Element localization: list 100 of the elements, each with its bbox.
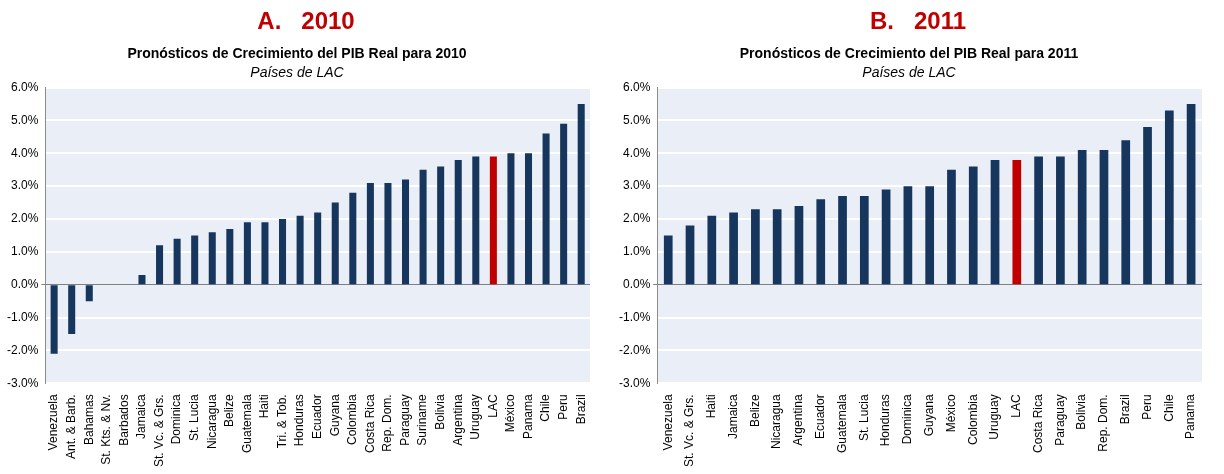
x-tick-label: Ecuador	[813, 394, 828, 440]
x-tick-label: St. Lucia	[856, 394, 871, 442]
x-tick-label: St. Kts. & Nv.	[99, 394, 114, 465]
x-tick-label: Suriname	[415, 394, 430, 446]
x-tick-label: Jamaica	[134, 394, 149, 440]
x-tick-label: Belize	[222, 394, 237, 428]
x-tick-label: Dominica	[169, 393, 184, 445]
y-tick-label: -2.0%	[6, 342, 39, 357]
x-tick-label: Paraguay	[1052, 394, 1067, 446]
x-tick-label: Brazil	[573, 394, 588, 425]
bar	[859, 196, 869, 285]
y-tick-label: 5.0%	[10, 112, 39, 127]
x-tick-label: Guyana	[921, 394, 936, 437]
text: A. 2010	[256, 6, 356, 36]
x-tick-label: Guyana	[327, 394, 342, 437]
bar	[1186, 104, 1196, 285]
x-tick-label: Honduras	[292, 394, 307, 447]
x-tick-label: Colombia	[965, 394, 980, 446]
bar	[279, 219, 287, 285]
y-tick-label: 1.0%	[10, 244, 39, 259]
bar	[947, 169, 956, 285]
chart-title: Pronósticos de Crecimiento del PIB Real para 2011	[739, 45, 1079, 62]
x-tick-label: Uruguay	[987, 394, 1002, 440]
bar	[968, 166, 978, 285]
bar	[1121, 140, 1131, 285]
x-tick-label: Brazil	[1118, 394, 1133, 425]
bar	[794, 205, 804, 285]
y-tick-label: 0.0%	[10, 277, 39, 292]
bar	[1056, 156, 1065, 285]
y-tick-label: 3.0%	[10, 178, 39, 193]
chart-subtitle: Países de LAC	[250, 64, 345, 81]
bar	[489, 156, 497, 285]
bar	[472, 156, 480, 285]
y-tick-label: 0.0%	[622, 277, 651, 292]
x-tick-label: Chile	[538, 394, 553, 422]
y-tick-label: 5.0%	[622, 112, 651, 127]
y-tick-label: 4.0%	[622, 145, 651, 160]
bar	[191, 235, 199, 285]
bar	[314, 212, 322, 285]
x-tick-label: St. Lucia	[187, 394, 201, 442]
x-tick-label: Uruguay	[468, 394, 483, 440]
x-tick-label: Dominica	[900, 393, 915, 445]
bar	[437, 166, 445, 285]
y-tick-label: 4.0%	[10, 145, 39, 160]
bar	[707, 215, 717, 285]
x-tick-label: Costa Rica	[362, 393, 377, 454]
bar	[685, 225, 695, 285]
x-tick-label: México	[503, 394, 518, 433]
bar	[85, 285, 93, 302]
bar	[560, 123, 568, 285]
bar	[402, 179, 410, 285]
bar	[729, 212, 738, 285]
bar	[751, 209, 760, 285]
bar	[838, 196, 847, 285]
bar	[577, 104, 585, 285]
x-tick-label: Bolivia	[432, 394, 447, 430]
bar	[772, 209, 782, 285]
bar	[1164, 110, 1174, 285]
bar	[208, 232, 216, 285]
x-tick-label: Panama	[1183, 394, 1198, 440]
bar	[1143, 127, 1152, 285]
x-tick-label: Peru	[1139, 394, 1154, 420]
y-tick-label: -2.0%	[618, 342, 651, 357]
x-tick-label: LAC	[1009, 393, 1024, 418]
bar	[507, 153, 515, 285]
bar	[156, 245, 164, 285]
x-tick-label: Argentina	[791, 394, 806, 446]
x-tick-label: Nicaragua	[204, 394, 219, 450]
bar	[173, 238, 181, 285]
x-tick-label: México	[943, 394, 958, 433]
x-tick-label: Venezuela	[660, 394, 675, 451]
x-tick-label: Peru	[555, 394, 570, 420]
x-tick-label: Costa Rica	[1030, 393, 1045, 454]
bar	[663, 235, 673, 285]
y-tick-label: 1.0%	[622, 244, 651, 259]
x-tick-label: Haiti	[704, 394, 719, 419]
y-tick-label: 3.0%	[622, 178, 651, 193]
x-tick-label: Tri. & Tob.	[274, 394, 289, 449]
x-tick-label: Bolivia	[1074, 394, 1089, 430]
x-tick-label: Ant. & Barb.	[64, 394, 79, 460]
y-tick-label: 2.0%	[10, 211, 39, 226]
bar	[1077, 150, 1087, 285]
x-tick-label: St. Vc. & Grs.	[682, 394, 697, 468]
x-tick-label: Guatemala	[834, 394, 849, 454]
bar	[1012, 159, 1022, 285]
chart-subtitle: Países de LAC	[862, 64, 957, 81]
bar	[331, 202, 339, 285]
x-tick-label: Rep. Dom.	[380, 394, 395, 452]
x-tick-label: Argentina	[450, 394, 465, 446]
chart-title: Pronósticos de Crecimiento del PIB Real para 2010	[127, 45, 467, 62]
x-tick-label: Barbados	[116, 394, 131, 446]
x-tick-label: St. Vc. & Grs.	[151, 394, 166, 468]
y-tick-label: -1.0%	[618, 309, 651, 324]
x-tick-label: Venezuela	[46, 394, 61, 451]
bar	[226, 228, 234, 285]
bar	[990, 159, 1000, 285]
bar	[925, 186, 935, 285]
x-tick-label: Panama	[520, 394, 535, 440]
y-tick-label: 6.0%	[622, 79, 651, 94]
x-tick-label: Rep. Dom.	[1096, 394, 1111, 452]
